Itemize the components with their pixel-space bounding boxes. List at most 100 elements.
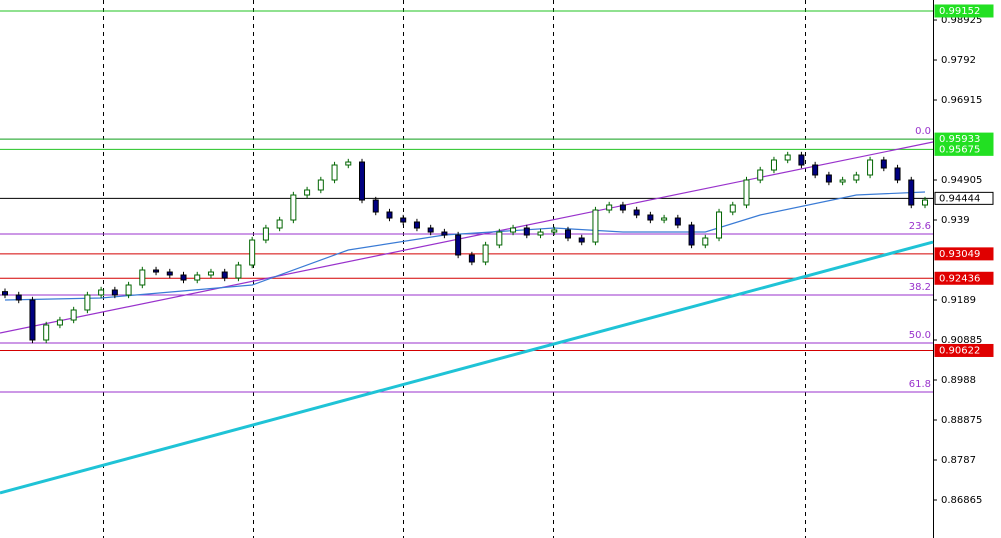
candle-body — [139, 269, 146, 286]
y-tick-label: 0.94905 — [941, 175, 982, 186]
candle-body — [716, 211, 723, 239]
candle-body — [427, 227, 434, 233]
y-tick-label: 0.90885 — [941, 335, 982, 346]
candle-body — [43, 324, 50, 341]
candle-body — [743, 179, 750, 206]
candle-body — [688, 224, 695, 246]
candle-body — [661, 217, 668, 221]
candle-body — [262, 227, 269, 241]
level-label: 0.92436 — [939, 273, 980, 284]
candle-body — [922, 199, 928, 206]
candle-body — [166, 271, 173, 276]
candle-body — [880, 159, 887, 169]
candle-body — [894, 167, 901, 181]
candle-body — [359, 161, 366, 201]
candle-body — [564, 229, 571, 239]
candle-body — [153, 269, 160, 273]
y-tick-label: 0.9792 — [941, 55, 976, 66]
candle-body — [235, 264, 242, 279]
level-label: 0.99152 — [939, 6, 980, 17]
candle-body — [510, 227, 517, 233]
candle-body — [56, 319, 63, 326]
candle-body — [331, 164, 338, 181]
candle-body — [125, 284, 132, 296]
candle-body — [592, 209, 599, 243]
candle-body — [729, 204, 736, 213]
y-tick-label: 0.8787 — [941, 455, 976, 466]
fib-label: 38.2 — [909, 282, 931, 293]
level-label-box — [934, 191, 994, 205]
level-label: 0.95675 — [939, 144, 980, 155]
fib-label: 0.0 — [915, 126, 931, 137]
fib-label: 23.6 — [909, 221, 931, 232]
candle-body — [825, 174, 832, 183]
candle-body — [98, 289, 105, 296]
candle-body — [413, 221, 420, 229]
fib-label: 50.0 — [909, 330, 931, 341]
candle-body — [537, 231, 544, 236]
level-label-box — [934, 142, 994, 156]
level-label: 0.90622 — [939, 345, 980, 356]
candle-body — [70, 309, 77, 321]
fib-label: 61.8 — [909, 379, 931, 390]
candle-body — [798, 154, 805, 166]
y-tick-label: 0.939 — [941, 215, 970, 226]
candle-body — [867, 159, 874, 176]
candle-body — [606, 204, 613, 211]
candle-body — [345, 161, 352, 166]
y-tick-label: 0.86865 — [941, 495, 982, 506]
level-label-box — [934, 343, 994, 357]
candle-body — [15, 294, 22, 301]
candle-body — [784, 154, 791, 161]
candle-body — [702, 237, 709, 246]
candle-body — [812, 164, 819, 176]
candle-body — [194, 274, 201, 281]
candle-body — [372, 199, 379, 213]
candle-body — [757, 169, 764, 181]
candle-body — [770, 159, 777, 171]
y-tick-label: 0.8988 — [941, 375, 976, 386]
level-label: 0.94444 — [939, 193, 980, 204]
candle-body — [908, 179, 915, 206]
vertical-grid — [103, 0, 806, 538]
candle-body — [578, 237, 585, 243]
candle-body — [839, 179, 846, 183]
y-tick-label: 0.96915 — [941, 95, 982, 106]
candle-body — [180, 274, 187, 281]
candle-body — [111, 289, 118, 296]
candle-body — [84, 294, 91, 311]
candle-body — [482, 244, 489, 263]
candle-body — [400, 217, 407, 223]
candle-body — [468, 254, 475, 263]
level-label: 0.95933 — [939, 134, 980, 145]
candle-body — [619, 204, 626, 211]
y-tick-label: 0.98925 — [941, 15, 982, 26]
candle-body — [551, 229, 558, 233]
candle-body — [441, 231, 448, 236]
trendline — [0, 240, 934, 495]
candle-body — [276, 219, 283, 229]
candle-body — [523, 227, 530, 236]
candle-body — [496, 231, 503, 246]
level-label-box — [934, 4, 994, 18]
candle-body — [853, 174, 860, 181]
candle-body — [249, 239, 256, 266]
candle-body — [674, 217, 681, 226]
candle-body — [455, 234, 462, 256]
candle-body — [633, 209, 640, 216]
candle-body — [317, 179, 324, 191]
candle-body — [290, 194, 297, 221]
candle-body — [386, 211, 393, 219]
candle-body — [207, 271, 214, 276]
candle-body — [304, 189, 311, 196]
candle-body — [647, 214, 654, 221]
trendline — [0, 141, 934, 334]
candle-body — [29, 299, 36, 341]
level-label-box — [934, 271, 994, 285]
y-tick-label: 0.88875 — [941, 415, 982, 426]
level-label: 0.93049 — [939, 249, 980, 260]
y-tick-label: 0.9189 — [941, 295, 976, 306]
level-label-box — [934, 247, 994, 261]
